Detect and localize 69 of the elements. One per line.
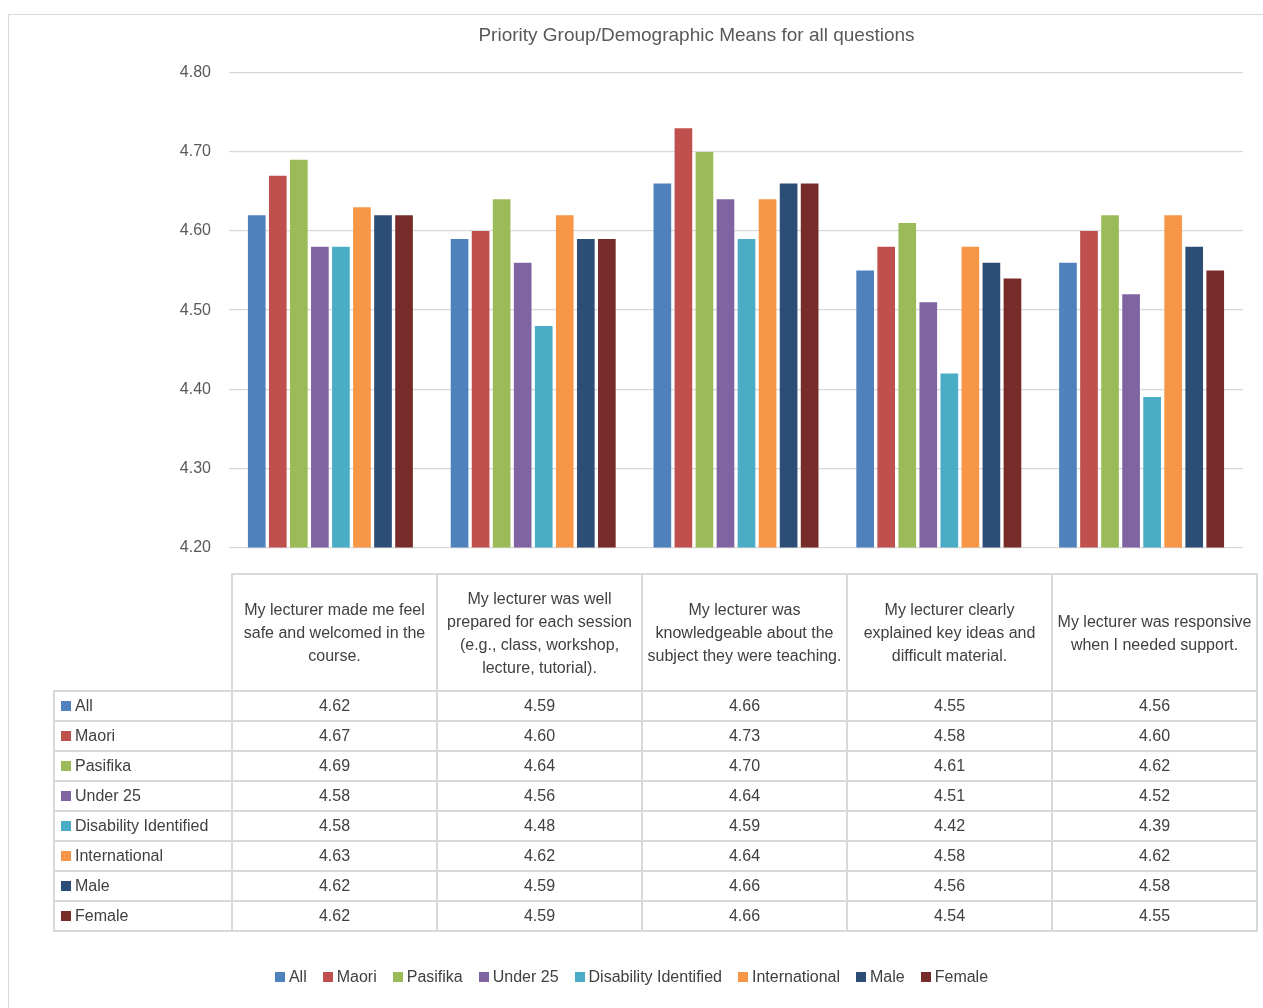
chart-title: Priority Group/Demographic Means for all questions — [478, 23, 915, 45]
data-label: 4.62 — [1052, 841, 1257, 871]
data-label: 4.42 — [847, 811, 1052, 841]
legend-label: Under 25 — [491, 968, 559, 985]
data-label: 4.64 — [642, 841, 847, 871]
text: Under 25 — [75, 787, 141, 804]
data-label: 4.52 — [1052, 781, 1257, 811]
data-label: 4.70 — [642, 751, 847, 781]
data-label: 4.59 — [437, 901, 642, 931]
x-tick-label: My lecturer clearly explained key ideas and difficult material. — [847, 574, 1052, 691]
data-label: 4.62 — [232, 901, 437, 931]
data-label: 4.67 — [232, 721, 437, 751]
data-label: 4.62 — [437, 841, 642, 871]
data-label: 4.64 — [437, 751, 642, 781]
text: International — [75, 847, 164, 864]
text: Male — [75, 877, 110, 894]
data-label: 4.60 — [437, 721, 642, 751]
data-label: 4.59 — [437, 871, 642, 901]
y-tick-label: 4.60 — [179, 221, 212, 239]
data-label: 4.58 — [1052, 871, 1257, 901]
y-tick-label: 4.50 — [179, 300, 212, 318]
text: Maori — [75, 727, 116, 744]
data-label: 4.58 — [847, 721, 1052, 751]
text: All — [75, 697, 93, 714]
data-label: 4.66 — [642, 871, 847, 901]
data-label: 4.58 — [847, 841, 1052, 871]
data-label: 4.55 — [847, 691, 1052, 721]
legend-label: Female — [933, 968, 989, 985]
y-tick-label: 4.20 — [179, 537, 212, 555]
data-label: 4.58 — [232, 811, 437, 841]
x-tick-label: My lecturer was knowledgeable about the subject they were teaching. — [642, 574, 847, 691]
data-label: 4.73 — [642, 721, 847, 751]
data-label: 4.66 — [642, 691, 847, 721]
data-label: 4.48 — [437, 811, 642, 841]
legend-label: Pasifika — [405, 968, 463, 985]
text: Disability Identified — [75, 817, 209, 834]
data-label: 4.56 — [437, 781, 642, 811]
y-tick-label: 4.40 — [179, 379, 212, 397]
data-label: 4.62 — [232, 691, 437, 721]
x-tick-label: My lecturer was responsive when I needed support. — [1052, 574, 1257, 691]
data-label: 4.55 — [1052, 901, 1257, 931]
data-label: 4.61 — [847, 751, 1052, 781]
text: Pasifika — [75, 757, 132, 774]
data-label: 4.56 — [847, 871, 1052, 901]
legend-label: Maori — [335, 968, 377, 985]
text: Female — [75, 907, 129, 924]
data-label: 4.63 — [232, 841, 437, 871]
data-label: 4.56 — [1052, 691, 1257, 721]
data-label: 4.69 — [232, 751, 437, 781]
x-tick-label: My lecturer made me feel safe and welcomed in the course. — [232, 574, 437, 691]
x-tick-label: My lecturer was well prepared for each session (e.g., class, workshop, lecture, tutorial). — [437, 574, 642, 691]
data-label: 4.66 — [642, 901, 847, 931]
data-label: 4.59 — [642, 811, 847, 841]
data-label: 4.59 — [437, 691, 642, 721]
data-label: 4.39 — [1052, 811, 1257, 841]
data-label: 4.60 — [1052, 721, 1257, 751]
data-label: 4.62 — [232, 871, 437, 901]
data-label: 4.58 — [232, 781, 437, 811]
legend-label: International — [750, 968, 841, 985]
y-tick-label: 4.70 — [179, 142, 212, 160]
data-label: 4.51 — [847, 781, 1052, 811]
legend-label: Male — [869, 968, 905, 985]
y-tick-label: 4.30 — [179, 458, 212, 476]
y-tick-label: 4.80 — [179, 63, 212, 81]
legend-label: Disability Identified — [587, 968, 722, 985]
data-label: 4.54 — [847, 901, 1052, 931]
data-label: 4.64 — [642, 781, 847, 811]
legend-label: All — [287, 968, 307, 985]
data-label: 4.62 — [1052, 751, 1257, 781]
